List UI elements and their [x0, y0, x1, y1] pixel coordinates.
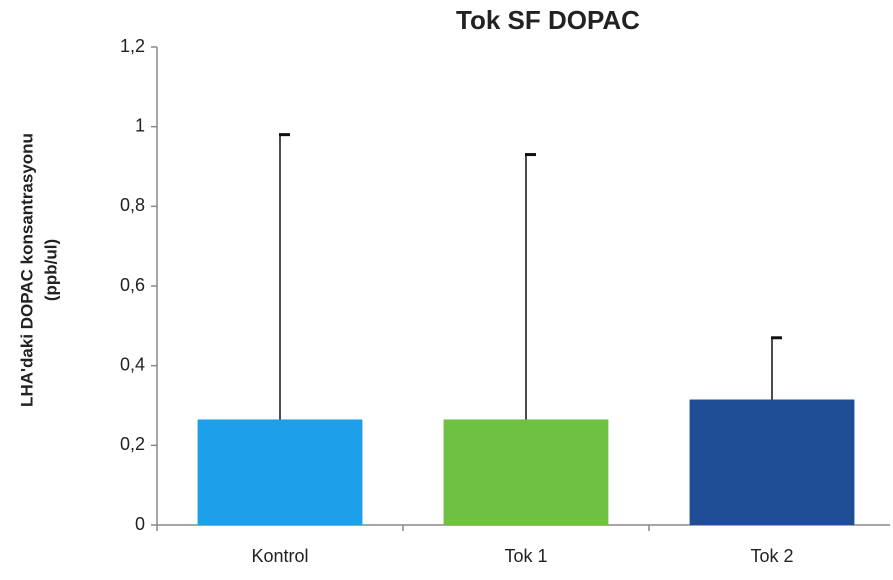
y-tick-label: 1,2 [120, 36, 145, 56]
x-tick-label: Tok 2 [750, 546, 793, 566]
bar [689, 399, 855, 525]
y-axis-label: LHA'daki DOPAC konsantrasyonu [17, 133, 36, 407]
y-axis-label: (ppb/ul) [41, 239, 60, 301]
x-tick-label: Tok 1 [504, 546, 547, 566]
y-tick-label: 0,2 [120, 434, 145, 454]
y-tick-label: 0,4 [120, 354, 145, 374]
y-tick-label: 1 [135, 115, 145, 135]
bar [197, 419, 363, 525]
bar [443, 419, 609, 525]
y-tick-label: 0,6 [120, 275, 145, 295]
x-tick-label: Kontrol [251, 546, 308, 566]
y-tick-label: 0,8 [120, 195, 145, 215]
y-tick-label: 0 [135, 514, 145, 534]
chart-title: Tok SF DOPAC [456, 5, 640, 35]
